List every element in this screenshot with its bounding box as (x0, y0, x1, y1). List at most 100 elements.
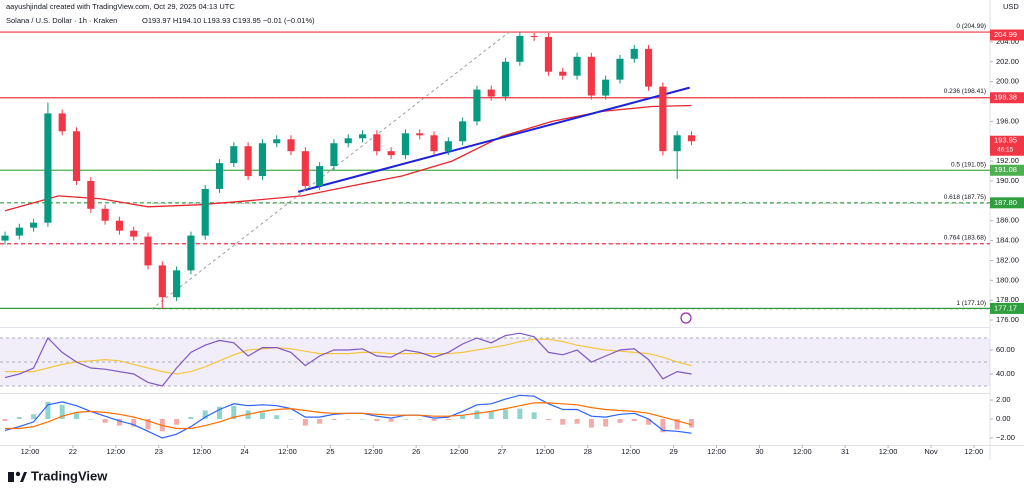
candle-body (301, 151, 309, 186)
histogram-bar (288, 419, 294, 420)
y-tick-label: 180.00 (996, 275, 1019, 284)
x-tick-label: 12:00 (364, 447, 383, 456)
y-tick-label: 204.00 (996, 37, 1019, 46)
candle-body (115, 220, 123, 231)
price-tag (990, 164, 1024, 176)
price-tag (990, 197, 1024, 209)
event-icon[interactable] (680, 312, 692, 324)
x-tick-label: 31 (841, 447, 849, 456)
histogram-bar (360, 419, 366, 420)
histogram-bar (59, 404, 65, 420)
candle-body (72, 131, 81, 181)
histogram-bar (317, 419, 323, 424)
histogram-bar (102, 419, 108, 423)
candle-body (330, 143, 338, 167)
candle-body (516, 35, 524, 62)
histogram-bar (545, 419, 551, 420)
candle-body (630, 48, 638, 59)
histogram-bar (646, 419, 652, 425)
candle-body (87, 180, 95, 209)
histogram-bar (417, 419, 423, 420)
last-price-label: 193.95 (994, 136, 1017, 145)
histogram-bar (617, 419, 623, 423)
histogram-bar (402, 419, 408, 420)
x-tick-label: Nov (924, 447, 938, 456)
histogram-bar (688, 419, 694, 428)
x-tick-label: 26 (412, 447, 420, 456)
histogram-bar (631, 419, 637, 421)
indicator-line (5, 338, 692, 375)
histogram-bar (560, 419, 566, 425)
x-tick-label: 12:00 (707, 447, 726, 456)
histogram-bar (331, 419, 337, 420)
countdown: 46:15 (997, 146, 1014, 153)
y-tick-label: −2.00 (996, 433, 1015, 442)
y-tick-label: 178.00 (996, 295, 1019, 304)
histogram-bar (474, 410, 480, 420)
histogram-bar (74, 412, 80, 420)
overlay-line (297, 86, 690, 193)
y-tick-label: 196.00 (996, 116, 1019, 125)
price-tag (990, 302, 1024, 314)
histogram-bar (145, 419, 151, 430)
fib-label: 0.5 (191.05) (951, 161, 986, 168)
histogram-bar (488, 411, 494, 420)
x-tick-label: 12:00 (106, 447, 125, 456)
candle-body (444, 141, 452, 152)
price-tag (990, 92, 1024, 104)
histogram-bar (231, 405, 237, 420)
x-tick-label: 12:00 (192, 447, 211, 456)
last-price-tag (990, 135, 1024, 156)
ohlc-readout: O193.97 H194.10 L193.93 C193.95 −0.01 (−… (142, 16, 315, 25)
histogram-bar (2, 419, 8, 421)
price-tag-label: 177.17 (994, 303, 1017, 312)
fib-label: 0.618 (187.75) (944, 194, 986, 201)
histogram-bar (574, 419, 580, 424)
x-tick-label: 24 (240, 447, 248, 456)
candle-body (544, 36, 553, 72)
x-tick-label: 12:00 (450, 447, 469, 456)
candle-body (1, 235, 9, 241)
histogram-bar (174, 419, 180, 425)
candle-body (287, 139, 295, 152)
x-tick-label: 12:00 (621, 447, 640, 456)
x-tick-label: 12:00 (535, 447, 554, 456)
histogram-bar (674, 419, 680, 430)
candle-body (602, 79, 610, 96)
x-tick-label: 12:00 (793, 447, 812, 456)
fib-label: 0 (204.99) (956, 23, 986, 30)
candle-body (316, 166, 324, 186)
candle-body (344, 138, 352, 144)
histogram-bar (274, 415, 280, 420)
candle-body (687, 135, 696, 142)
candle-body (58, 113, 66, 132)
histogram-bar (202, 410, 208, 420)
candle-body (373, 134, 381, 152)
price-tag-label: 191.08 (994, 165, 1017, 174)
symbol-title: Solana / U.S. Dollar · 1h · Kraken (6, 16, 117, 25)
histogram-bar (503, 409, 509, 420)
currency: USD (1003, 2, 1019, 11)
y-tick-label: 186.00 (996, 216, 1019, 225)
candle-body (459, 121, 467, 142)
x-tick-label: 12:00 (879, 447, 898, 456)
histogram-bar (88, 419, 94, 420)
y-tick-label: 60.00 (996, 345, 1015, 354)
candle-body (387, 151, 395, 156)
x-tick-label: 12:00 (965, 447, 984, 456)
candle-body (215, 163, 224, 189)
candle-body (530, 35, 538, 37)
candle-body (130, 230, 138, 237)
brand: TradingView (31, 468, 108, 483)
fib-label: 0.764 (183.68) (944, 234, 986, 241)
candle-body (173, 270, 181, 298)
candle-body (416, 133, 424, 136)
histogram-bar (131, 419, 137, 427)
candle-body (659, 86, 667, 152)
candle-body (158, 265, 166, 298)
histogram-bar (531, 412, 537, 420)
candle-body (187, 235, 195, 271)
indicator-line (4, 332, 692, 387)
histogram-bar (388, 419, 394, 422)
